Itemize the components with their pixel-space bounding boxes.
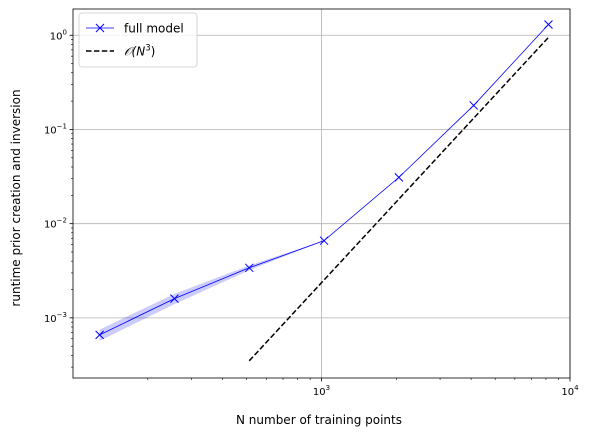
data-point-marker — [170, 294, 179, 303]
y-tick-label: 10−1 — [44, 122, 67, 136]
series-line-full-model — [99, 24, 549, 336]
marker-stroke — [394, 173, 404, 182]
y-tick-label: 10−3 — [44, 311, 67, 325]
legend-label-full-model: full model — [124, 22, 184, 36]
y-tick-label: 100 — [50, 28, 67, 42]
x-tick-label: 104 — [561, 384, 579, 398]
x-axis-ticks: 103 104 — [313, 378, 579, 398]
marker-stroke — [170, 294, 179, 303]
legend-marker-full-model — [95, 23, 105, 33]
series-layer — [95, 20, 553, 362]
data-point-marker — [95, 330, 104, 340]
marker-stroke — [95, 330, 104, 340]
marker-stroke — [469, 101, 479, 110]
y-axis-label: runtime prior creation and inversion — [9, 89, 23, 306]
uncertainty-band — [99, 24, 549, 341]
x-tick-label: 103 — [313, 384, 330, 398]
data-point-marker — [544, 20, 553, 29]
uncertainty-band-layer — [99, 24, 549, 341]
data-point-marker — [469, 101, 479, 110]
marker-stroke — [544, 20, 553, 29]
y-axis-ticks: 10−3 10−2 10−1 100 — [44, 28, 73, 325]
marker-stroke — [244, 263, 254, 273]
legend-label-cubic: 𝒪(N3) — [124, 44, 155, 59]
series-line-cubic-reference — [248, 36, 550, 362]
minor-ticks — [71, 39, 559, 380]
x-axis-label: N number of training points — [236, 413, 402, 427]
legend: full model 𝒪(N3) — [78, 12, 198, 68]
data-point-marker — [319, 236, 329, 246]
marker-stroke — [319, 236, 329, 246]
data-point-marker — [244, 263, 254, 273]
data-point-marker — [394, 173, 404, 182]
y-tick-label: 10−2 — [44, 217, 67, 231]
legend-box — [78, 12, 198, 68]
